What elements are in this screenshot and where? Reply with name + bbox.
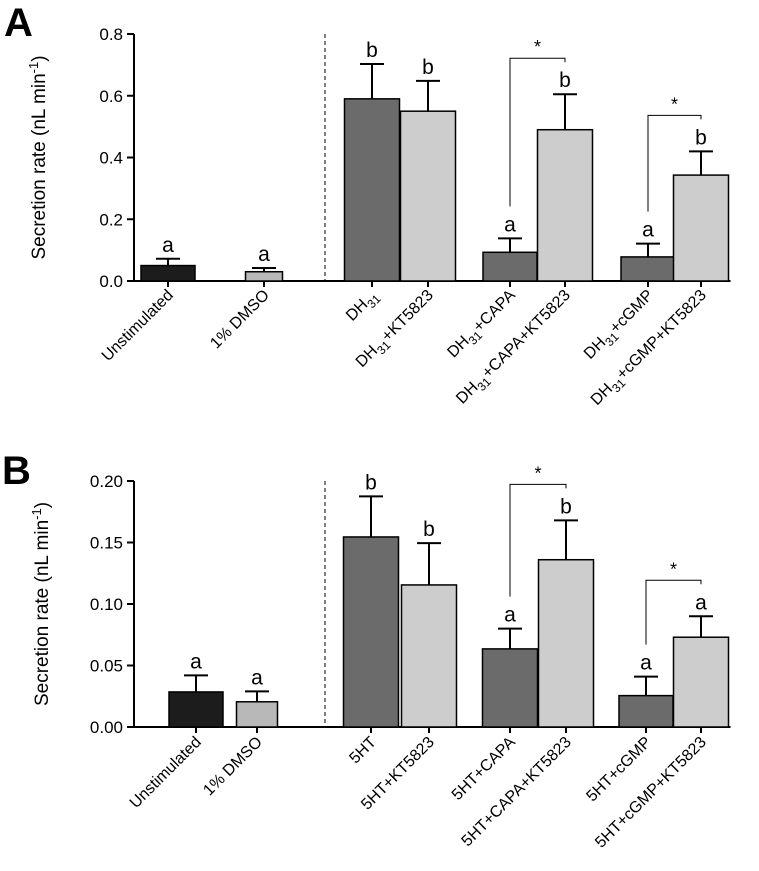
- x-category-label: 5HT+cGMP+KT5823: [592, 734, 710, 852]
- bar: [672, 636, 730, 728]
- y-axis-label-end: ): [32, 502, 53, 508]
- y-tick-label: 0.10: [90, 595, 123, 614]
- significance-letter: a: [642, 219, 654, 242]
- significance-letter: a: [162, 234, 174, 257]
- bar: [168, 691, 224, 728]
- x-category-label-rest: +CAPA: [470, 287, 519, 336]
- x-category-label-base: 5HT+CAPA+KT5823: [459, 734, 575, 850]
- significance-letter: b: [559, 69, 571, 92]
- significance-letter: a: [504, 213, 516, 236]
- x-category-label-base: 5HT: [346, 734, 380, 768]
- x-category-label-rest: +cGMP+KT5823: [614, 287, 710, 383]
- bar: [343, 98, 401, 282]
- y-tick-label: 0.4: [99, 149, 123, 168]
- y-tick-label: 0.0: [99, 272, 123, 291]
- y-tick-label: 0.6: [99, 87, 123, 106]
- bar: [620, 256, 676, 282]
- y-tick-label: 0.00: [90, 718, 123, 737]
- significance-letter: b: [422, 56, 434, 79]
- bar: [672, 174, 730, 282]
- x-category-label: Unstimulated: [99, 287, 177, 365]
- x-category-label: Unstimulated: [127, 734, 205, 812]
- panel-b: B Secretion rate (nL min-1) 0.00 0.05 0.10 0.…: [2, 449, 731, 851]
- y-axis-label-end: ): [29, 55, 50, 61]
- panel-a: A Secretion rate (nL min-1) 0.0 0.2 0.4 0.6 0.…: [4, 1, 731, 412]
- bar: [481, 648, 539, 728]
- significance-letter: a: [251, 666, 263, 689]
- significance-letter: a: [190, 650, 202, 673]
- panel-letter: B: [2, 449, 31, 493]
- y-axis-label-text: Secretion rate (nL min: [29, 73, 50, 259]
- significance-letter: b: [365, 471, 377, 494]
- x-category-label-base: 5HT+cGMP+KT5823: [592, 734, 710, 852]
- bar: [342, 536, 400, 728]
- significance-star: *: [671, 94, 678, 114]
- x-category-label: 5HT+CAPA+KT5823: [459, 734, 575, 850]
- y-tick-label: 0.05: [90, 657, 123, 676]
- y-tick-label: 0.8: [99, 25, 123, 44]
- significance-bracket: [509, 483, 567, 597]
- y-tick-label: 0.15: [90, 534, 123, 553]
- bar: [399, 110, 457, 282]
- bar: [537, 558, 595, 728]
- bar: [536, 128, 594, 282]
- y-tick-label: 0.20: [90, 472, 123, 491]
- x-category-label-rest: +cGMP: [607, 287, 657, 337]
- panel-letter: A: [4, 1, 33, 45]
- x-category-label: DH31+cGMP+KT5823: [588, 287, 713, 412]
- significance-star: *: [534, 463, 541, 483]
- significance-letter: b: [423, 518, 435, 541]
- significance-letter: b: [695, 126, 707, 149]
- significance-letter: a: [640, 652, 652, 675]
- bar: [482, 251, 538, 282]
- significance-letter: b: [366, 39, 378, 62]
- significance-bracket: [509, 57, 566, 207]
- bar: [244, 270, 284, 282]
- bar: [400, 584, 458, 728]
- y-axis-label-text: Secretion rate (nL min: [32, 520, 53, 706]
- significance-bracket: [647, 114, 702, 212]
- significance-letter: a: [258, 243, 270, 266]
- x-category-label-base: 1% DMSO: [207, 287, 272, 352]
- x-category-label-base: Unstimulated: [127, 734, 205, 812]
- significance-star: *: [534, 37, 541, 57]
- significance-letter: a: [695, 591, 707, 614]
- bar: [618, 694, 674, 728]
- x-category-label-base: Unstimulated: [99, 287, 177, 365]
- x-category-label: 1% DMSO: [207, 287, 272, 352]
- y-axis-label: Secretion rate (nL min-1): [26, 55, 50, 259]
- y-axis-label-superscript: -1: [29, 508, 44, 520]
- significance-star: *: [670, 559, 677, 579]
- bar: [235, 701, 279, 728]
- x-category-label: DH31+CAPA+KT5823: [453, 287, 577, 411]
- y-axis-label-superscript: -1: [26, 62, 41, 74]
- significance-letter: b: [560, 495, 572, 518]
- x-category-label: 5HT: [346, 734, 380, 768]
- significance-letter: a: [504, 604, 516, 627]
- x-category-label: 1% DMSO: [200, 734, 265, 799]
- bar: [140, 264, 196, 282]
- x-category-label-base: 1% DMSO: [200, 734, 265, 799]
- significance-bracket: [645, 579, 702, 645]
- y-axis-label: Secretion rate (nL min-1): [29, 502, 53, 706]
- x-category-label: DH31: [343, 287, 384, 328]
- y-tick-label: 0.2: [99, 210, 123, 229]
- x-category-label-rest: +KT5823: [379, 287, 437, 345]
